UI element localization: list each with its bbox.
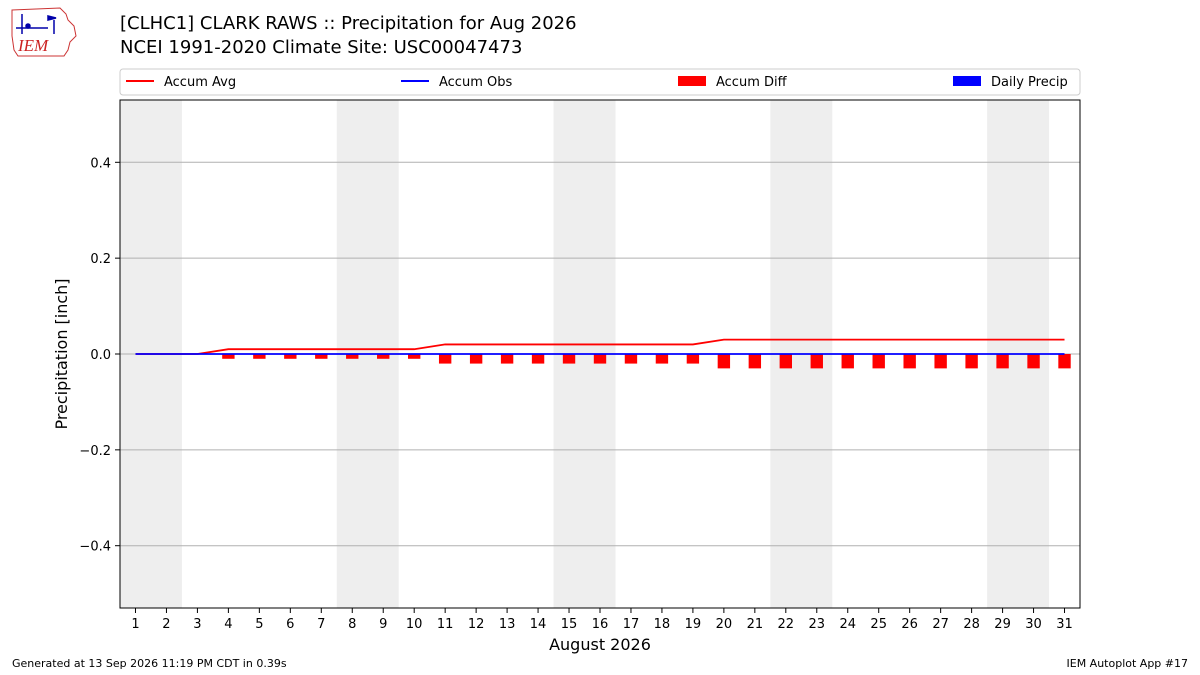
x-tick-label: 4 [224, 617, 232, 632]
x-tick-label: 7 [317, 617, 325, 632]
accum-avg-line [135, 338, 1065, 355]
x-tick-label: 12 [468, 617, 485, 632]
accum-diff-bar [934, 354, 947, 369]
y-tick-label: 0.2 [90, 252, 111, 267]
x-tick-label: 31 [1056, 617, 1073, 632]
accum-diff-bar [996, 354, 1009, 369]
x-tick-label: 2 [162, 617, 170, 632]
x-tick-label: 21 [747, 617, 764, 632]
accum-diff-bar [531, 354, 545, 364]
generated-timestamp: Generated at 13 Sep 2026 11:19 PM CDT in… [12, 657, 287, 670]
x-tick-label: 13 [499, 617, 516, 632]
accum-diff-bar [284, 354, 297, 359]
x-tick-label: 18 [654, 617, 671, 632]
legend-box [119, 68, 1081, 96]
chart-title: [CLHC1] CLARK RAWS :: Precipitation for … [120, 13, 577, 34]
x-tick-label: 19 [685, 617, 702, 632]
accum-diff-bar [779, 354, 792, 369]
accum-diff-bar [438, 354, 452, 364]
x-tick-label: 14 [530, 617, 547, 632]
x-axis-label: August 2026 [549, 635, 651, 654]
accum-diff-bar [469, 354, 483, 364]
x-tick-label: 1 [131, 617, 139, 632]
accum-diff-bar [624, 354, 638, 364]
accum-diff-bar [500, 354, 514, 364]
x-tick-label: 3 [193, 617, 201, 632]
accum-diff-bar [903, 354, 916, 369]
x-tick-label: 15 [561, 617, 578, 632]
x-tick-label: 8 [348, 617, 356, 632]
x-tick-label: 25 [870, 617, 887, 632]
accum-diff-bar [222, 354, 235, 359]
accum-diff-bar [965, 354, 978, 369]
accum-diff-bar [593, 354, 607, 364]
x-tick-label: 11 [437, 617, 454, 632]
accum-diff-bar [810, 354, 823, 369]
x-tick-label: 5 [255, 617, 263, 632]
x-tick-label: 26 [901, 617, 918, 632]
accum-diff-bar [315, 354, 328, 359]
x-axis-ticks: 1 2 3 4 5 6 7 8 9 10 11 12 13 14 15 16 17 18 19 20 21 22 23 24 2… [131, 608, 1073, 632]
x-tick-label: 17 [623, 617, 640, 632]
x-tick-label: 6 [286, 617, 294, 632]
x-tick-label: 20 [716, 617, 733, 632]
x-tick-label: 28 [963, 617, 980, 632]
legend-label: Accum Avg [164, 75, 236, 90]
accum-diff-bar [1027, 354, 1040, 369]
accum-diff-bar [717, 354, 731, 369]
accum-diff-bar [1058, 354, 1071, 369]
x-tick-label: 29 [994, 617, 1011, 632]
x-tick-label: 16 [592, 617, 609, 632]
accum-diff-bar [841, 354, 854, 369]
legend-accum-diff-swatch [678, 76, 706, 86]
accum-diff-bar [748, 354, 762, 369]
y-tick-label: −0.2 [79, 444, 111, 459]
x-tick-label: 23 [809, 617, 826, 632]
weather-station-icon [16, 14, 57, 34]
y-axis-label: Precipitation [inch] [52, 278, 71, 429]
accum-diff-bar [872, 354, 885, 369]
y-tick-label: 0.0 [90, 348, 111, 363]
accum-diff-bars [222, 354, 1071, 369]
accum-diff-bar [408, 354, 421, 359]
legend-daily-precip-swatch [953, 76, 981, 86]
accum-diff-bar [562, 354, 576, 364]
y-axis-ticks: −0.4 −0.2 0.0 0.2 0.4 [79, 156, 120, 555]
iem-logo: IEM [11, 7, 77, 57]
legend-label: Accum Diff [716, 75, 788, 90]
legend: Accum Avg Accum Obs Accum Diff Daily Precip [119, 68, 1081, 96]
accum-diff-bar [253, 354, 266, 359]
x-tick-label: 10 [406, 617, 423, 632]
x-tick-label: 22 [778, 617, 795, 632]
x-tick-label: 30 [1025, 617, 1042, 632]
x-tick-label: 27 [932, 617, 949, 632]
y-tick-label: −0.4 [79, 540, 111, 555]
x-tick-label: 9 [379, 617, 387, 632]
accum-diff-bar [346, 354, 359, 359]
autoplot-app-label: IEM Autoplot App #17 [1066, 657, 1189, 670]
series-lines [135, 338, 1065, 355]
logo-text: IEM [17, 36, 49, 55]
chart-subtitle: NCEI 1991-2020 Climate Site: USC00047473 [120, 37, 523, 58]
accum-diff-bar [655, 354, 669, 364]
accum-diff-bar [686, 354, 700, 364]
accum-diff-bar [377, 354, 390, 359]
legend-label: Daily Precip [991, 75, 1068, 90]
y-tick-label: 0.4 [90, 156, 111, 171]
iowa-outline-shape [11, 7, 77, 57]
legend-label: Accum Obs [439, 75, 512, 90]
x-tick-label: 24 [839, 617, 856, 632]
